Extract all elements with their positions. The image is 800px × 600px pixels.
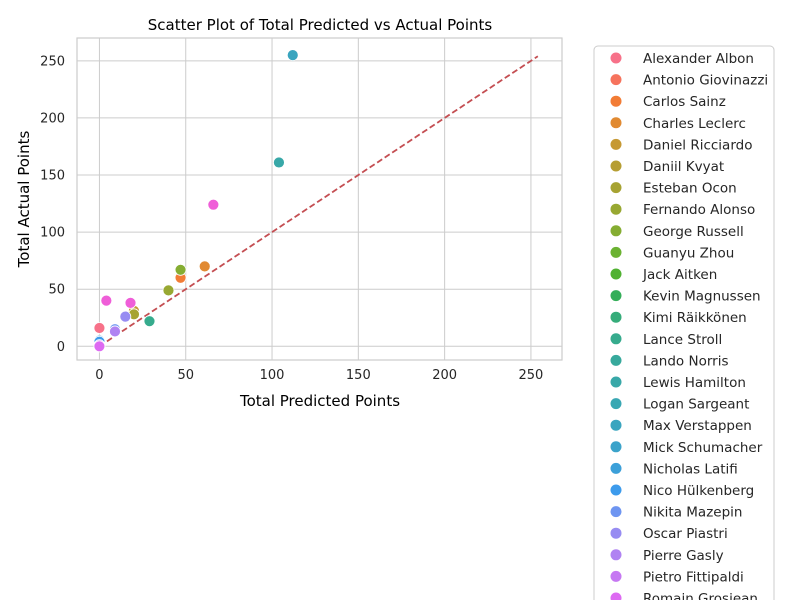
x-tick-label: 250 (519, 368, 544, 383)
legend-label: Max Verstappen (643, 418, 752, 434)
data-point (100, 294, 113, 307)
x-tick-label: 0 (95, 368, 103, 383)
legend-label: Esteban Ocon (643, 181, 737, 197)
legend-marker (610, 506, 622, 518)
legend-label: Fernando Alonso (643, 202, 755, 218)
legend-marker (610, 95, 622, 107)
x-ticks: 0 50 100 150 200 250 (95, 368, 543, 383)
x-axis-label: Total Predicted Points (239, 392, 400, 410)
legend-label: Daniel Ricciardo (643, 137, 752, 153)
y-tick-label: 50 (48, 283, 65, 298)
y-tick-label: 100 (40, 226, 65, 241)
legend-label: Guanyu Zhou (643, 245, 734, 261)
legend-marker (610, 160, 622, 172)
legend-label: George Russell (643, 224, 744, 240)
y-tick-label: 200 (40, 111, 65, 126)
legend-label: Daniil Kvyat (643, 159, 724, 175)
data-point (124, 297, 137, 309)
chart-title: Scatter Plot of Total Predicted vs Actua… (148, 16, 493, 34)
legend-label: Pierre Gasly (643, 548, 724, 564)
legend-label: Oscar Piastri (643, 526, 728, 542)
legend: Alexander Albon Antonio Giovinazzi Carlos … (610, 51, 768, 600)
data-point (143, 315, 156, 328)
legend-marker (610, 182, 622, 194)
legend-marker (610, 398, 622, 410)
legend-label: Logan Sargeant (643, 397, 749, 413)
y-ticks: 0 50 100 150 200 250 (40, 54, 65, 354)
data-point (162, 284, 175, 297)
legend-marker (610, 138, 622, 150)
y-tick-label: 0 (57, 340, 65, 355)
legend-label: Romain Grosjean (643, 591, 758, 600)
plot-frame (76, 37, 563, 361)
data-point (198, 260, 211, 273)
legend-marker (610, 52, 622, 64)
legend-marker (610, 462, 622, 474)
y-tick-label: 150 (40, 169, 65, 184)
data-point (93, 340, 106, 353)
data-point (174, 263, 187, 276)
legend-label: Antonio Giovinazzi (643, 73, 768, 89)
legend-marker (610, 376, 622, 388)
grid (77, 38, 562, 360)
legend-marker (610, 74, 622, 86)
legend-label: Nicholas Latifi (643, 461, 738, 477)
y-tick-label: 250 (40, 54, 65, 69)
data-point (109, 325, 121, 338)
legend-marker (610, 419, 622, 431)
legend-label: Nikita Mazepin (643, 505, 742, 521)
legend-label: Lance Stroll (643, 332, 722, 348)
legend-label: Charles Leclerc (643, 116, 746, 132)
x-tick-label: 200 (432, 368, 457, 383)
legend-marker (610, 484, 622, 496)
y-axis-label: Total Actual Points (15, 131, 33, 269)
legend-label: Mick Schumacher (643, 440, 763, 456)
points (93, 49, 299, 353)
legend-marker (610, 333, 622, 345)
legend-marker (610, 570, 622, 582)
legend-marker (610, 549, 622, 561)
data-point (93, 322, 106, 334)
legend-marker (610, 290, 622, 302)
legend-marker (610, 527, 622, 539)
legend-marker (610, 203, 622, 215)
data-point (207, 198, 220, 211)
legend-marker (610, 268, 622, 280)
legend-label: Lewis Hamilton (643, 375, 746, 391)
reference-line (98, 55, 539, 348)
data-point (286, 49, 299, 62)
x-tick-label: 150 (346, 368, 371, 383)
legend-box (593, 45, 775, 600)
legend-marker (610, 117, 622, 129)
data-point (119, 310, 132, 323)
x-tick-label: 100 (260, 368, 285, 383)
legend-label: Nico Hülkenberg (643, 483, 754, 499)
x-tick-label: 50 (177, 368, 194, 383)
legend-label: Jack Aitken (642, 267, 717, 283)
legend-label: Alexander Albon (643, 51, 754, 67)
legend-label: Kimi Räikkönen (643, 310, 747, 326)
legend-marker (610, 311, 622, 323)
legend-label: Lando Norris (643, 353, 728, 369)
legend-marker (610, 354, 622, 366)
legend-label: Carlos Sainz (643, 94, 726, 110)
legend-label: Kevin Magnussen (643, 289, 761, 305)
data-point (273, 156, 285, 169)
legend-marker (610, 246, 622, 258)
legend-marker (610, 225, 622, 237)
legend-marker (610, 441, 622, 453)
legend-marker (610, 592, 622, 600)
legend-label: Pietro Fittipaldi (643, 569, 744, 585)
